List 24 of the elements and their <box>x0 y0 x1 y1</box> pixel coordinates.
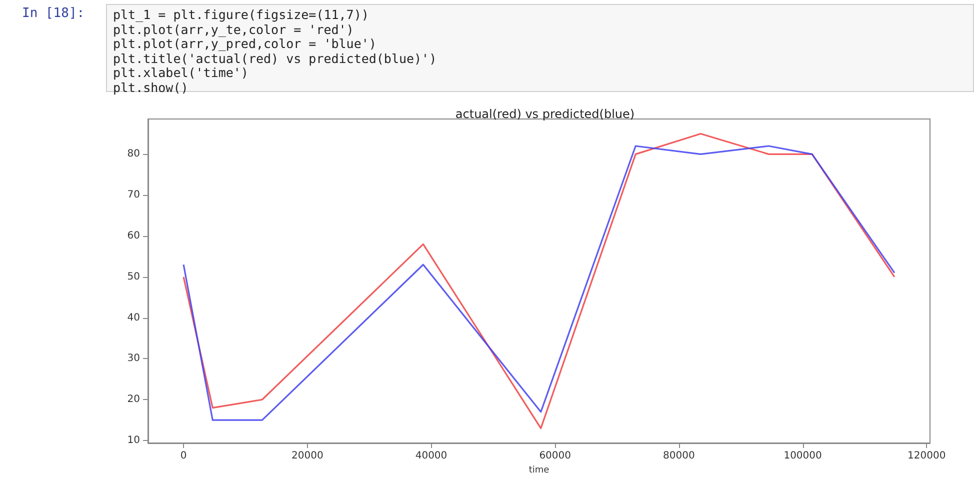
text: plt.plot(arr,y_pred,color = 'blue') <box>113 36 378 52</box>
x-tick-label: 80000 <box>663 450 695 462</box>
y-tick-label: 20 <box>127 394 140 406</box>
x-tick-label: 120000 <box>908 450 946 462</box>
y-tick-label: 70 <box>127 190 140 201</box>
x-tick-label: 40000 <box>415 450 448 462</box>
text: In [18]: <box>22 6 85 21</box>
y-tick-label: 30 <box>127 353 140 364</box>
x-tick-label: 0 <box>180 450 187 462</box>
text: plt.xlabel('time') <box>113 65 248 80</box>
x-axis-title: time <box>528 465 550 476</box>
y-tick-label: 60 <box>127 230 140 242</box>
y-tick-label: 10 <box>127 435 140 446</box>
chart-title: actual(red) vs predicted(blue) <box>455 107 635 121</box>
text: plt.plot(arr,y_te,color = 'red') <box>113 22 354 37</box>
text: plt.show() <box>113 80 188 95</box>
text: plt.title('actual(red) vs predicted(blue)') <box>113 50 438 66</box>
x-tick-label: 20000 <box>291 450 324 462</box>
x-tick-label: 60000 <box>539 450 572 462</box>
text: plt_1 = plt.figure(figsize=(11,7)) <box>113 7 370 22</box>
x-tick-label: 100000 <box>784 450 822 462</box>
y-tick-label: 50 <box>127 271 140 282</box>
y-tick-label: 80 <box>127 148 140 160</box>
y-tick-label: 40 <box>127 312 140 324</box>
